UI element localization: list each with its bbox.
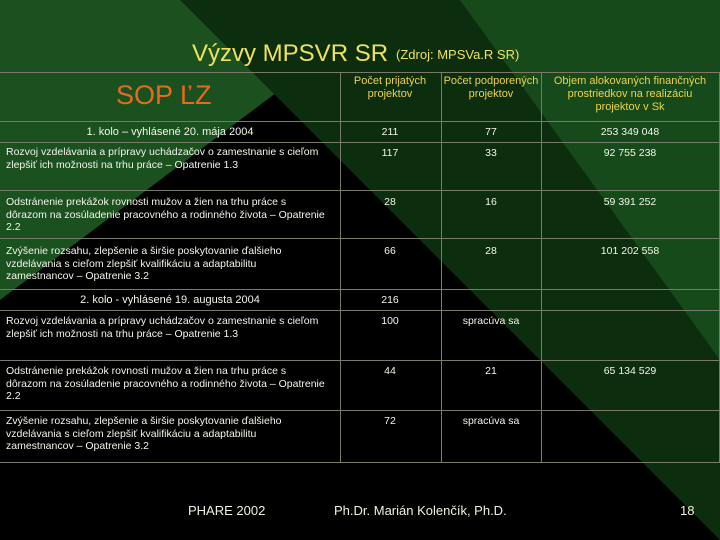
measure-received: 100 xyxy=(381,315,399,327)
header-allocated: Objem alokovaných finančných prostriedko… xyxy=(553,75,707,113)
measure-received: 44 xyxy=(384,365,396,377)
page-number: 18 xyxy=(680,503,695,518)
measure-received: 66 xyxy=(384,245,396,257)
round-received: 216 xyxy=(381,294,399,306)
measure-label: Rozvoj vzdelávania a prípravy uchádzačov… xyxy=(6,315,319,340)
footer-left: PHARE 2002 xyxy=(188,503,266,518)
measure-supported: 21 xyxy=(485,365,497,377)
round-received: 211 xyxy=(381,126,399,138)
round-supported: 77 xyxy=(485,126,497,138)
footer-author: Ph.Dr. Marián Kolenčík, Ph.D. xyxy=(334,503,507,518)
measure-received: 72 xyxy=(384,415,396,427)
measure-supported: 16 xyxy=(485,196,497,208)
measure-label: Rozvoj vzdelávania a prípravy uchádzačov… xyxy=(6,146,319,171)
header-supported: Počet podporených projektov xyxy=(443,75,539,100)
measure-label: Zvýšenie rozsahu, zlepšenie a širšie pos… xyxy=(6,245,282,282)
measure-supported: 33 xyxy=(485,147,497,159)
background-shape xyxy=(460,0,720,360)
measure-supported: spracúva sa xyxy=(462,415,520,427)
measure-received: 28 xyxy=(384,196,396,208)
header-received: Počet prijatých projektov xyxy=(353,75,427,100)
measure-label: Zvýšenie rozsahu, zlepšenie a širšie pos… xyxy=(6,415,282,452)
source-note: (Zdroj: MPSVa.R SR) xyxy=(396,47,520,63)
measure-label: Odstránenie prekážok rovnosti mužov a ži… xyxy=(6,365,325,402)
round-allocated: 253 349 048 xyxy=(600,126,660,138)
measure-allocated: 65 134 529 xyxy=(603,365,657,377)
slide-title: Výzvy MPSVR SR (Zdroj: MPSVa.R SR) xyxy=(192,40,520,67)
measure-allocated: 59 391 252 xyxy=(603,196,657,208)
round-label: 1. kolo – vyhlásené 20. mája 2004 xyxy=(86,126,254,138)
measure-supported: 28 xyxy=(485,245,497,257)
measure-allocated: 92 755 238 xyxy=(603,147,657,159)
measure-supported: spracúva sa xyxy=(462,315,520,327)
round-label: 2. kolo - vyhlásené 19. augusta 2004 xyxy=(80,294,260,306)
measure-label: Odstránenie prekážok rovnosti mužov a ži… xyxy=(6,196,325,233)
measure-received: 117 xyxy=(381,147,399,159)
measure-allocated: 101 202 558 xyxy=(600,245,660,257)
program-label: SOP ĽZ xyxy=(116,80,212,110)
